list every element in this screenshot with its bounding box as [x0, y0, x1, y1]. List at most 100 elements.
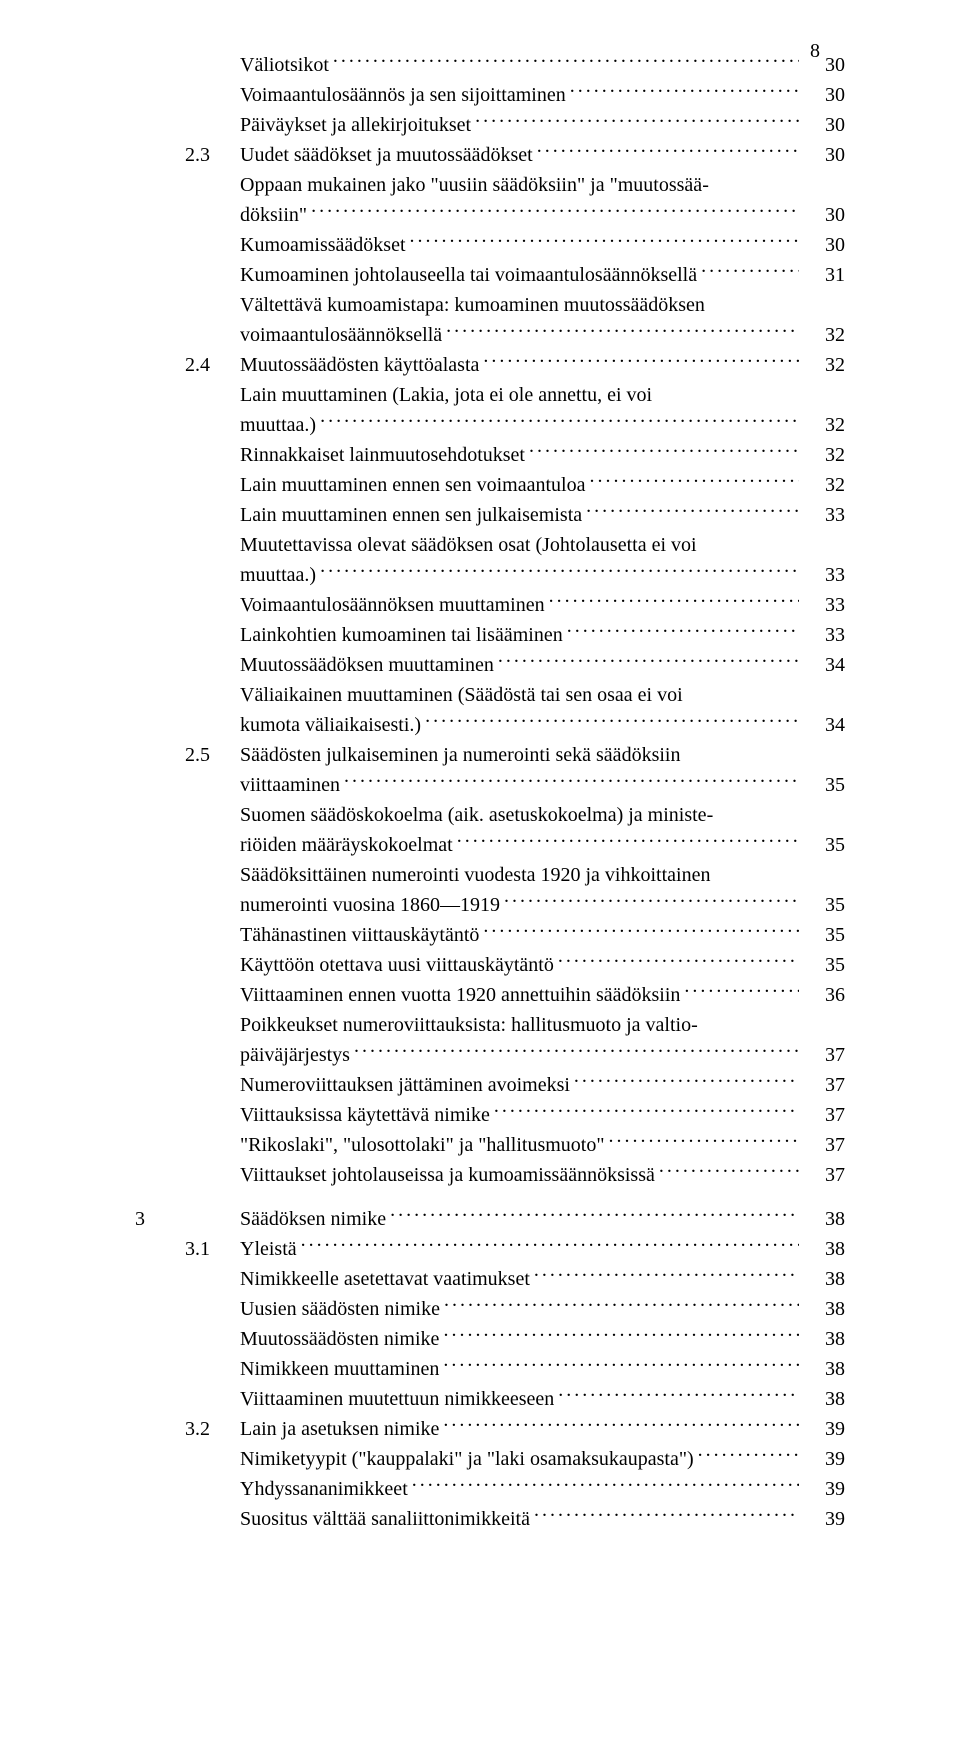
toc-leader-dots	[549, 591, 799, 611]
toc-page-number: 38	[803, 1354, 845, 1384]
toc-leader-dots	[567, 621, 799, 641]
toc-line: Nimiketyypit ("kauppalaki" ja "laki osam…	[135, 1444, 845, 1474]
toc-page-number: 33	[803, 620, 845, 650]
toc-line-wrap: Säädöksittäinen numerointi vuodesta 1920…	[135, 860, 845, 890]
toc-entry-text: päiväjärjestys	[240, 1040, 350, 1070]
toc-line-wrap: Vältettävä kumoamistapa: kumoaminen muut…	[135, 290, 845, 320]
toc-line: 3.1Yleistä38	[135, 1234, 845, 1264]
toc-line-wrap: Lain muuttaminen (Lakia, jota ei ole ann…	[135, 380, 845, 410]
toc-line-wrap: 2.5Säädösten julkaiseminen ja numerointi…	[135, 740, 845, 770]
toc-leader-dots	[504, 891, 799, 911]
toc-entry-text: Suomen säädöskokoelma (aik. asetuskokoel…	[240, 800, 803, 830]
toc-leader-dots	[529, 441, 799, 461]
toc-entry-text: Viittaukset johtolauseissa ja kumoamissä…	[240, 1160, 655, 1190]
toc-page-number: 38	[803, 1204, 845, 1234]
toc-line-wrap: Oppaan mukainen jako "uusiin säädöksiin"…	[135, 170, 845, 200]
toc-line: Uusien säädösten nimike38	[135, 1294, 845, 1324]
toc-leader-dots	[320, 411, 799, 431]
toc-page-number	[803, 800, 845, 830]
toc-chapter-number	[135, 740, 185, 770]
toc-entry-text: Päiväykset ja allekirjoitukset	[240, 110, 471, 140]
toc-section-number	[185, 680, 240, 710]
toc-leader-dots	[558, 951, 799, 971]
toc-section-number: 2.3	[185, 140, 240, 170]
toc-page-number: 38	[803, 1234, 845, 1264]
toc-leader-dots	[483, 921, 799, 941]
toc-line: Lain muuttaminen ennen sen voimaantuloa3…	[135, 470, 845, 500]
toc-page-number	[803, 380, 845, 410]
toc-page-number: 39	[803, 1444, 845, 1474]
toc-entry-text: Nimikkeelle asetettavat vaatimukset	[240, 1264, 530, 1294]
toc-leader-dots	[354, 1041, 799, 1061]
toc-page-number: 35	[803, 770, 845, 800]
toc-leader-dots	[609, 1131, 799, 1151]
toc-entry-text: voimaantulosäännöksellä	[240, 320, 442, 350]
toc-entry-text: Kumoamissäädökset	[240, 230, 406, 260]
toc-line: muuttaa.) 32	[135, 410, 845, 440]
toc-entry-text: Poikkeukset numeroviittauksista: hallitu…	[240, 1010, 803, 1040]
toc-page-number: 37	[803, 1040, 845, 1070]
toc-section-number	[185, 1010, 240, 1040]
toc-line: Muutossäädösten nimike38	[135, 1324, 845, 1354]
toc-leader-dots	[494, 1101, 799, 1121]
toc-chapter-number	[135, 380, 185, 410]
toc-entry-text: muuttaa.)	[240, 560, 316, 590]
toc-section-number	[185, 380, 240, 410]
toc-chapter-number	[135, 1010, 185, 1040]
toc-leader-dots	[444, 1295, 799, 1315]
toc-entry-text: Lain muuttaminen ennen sen voimaantuloa	[240, 470, 585, 500]
page-number: 8	[810, 40, 820, 63]
toc-page-number: 37	[803, 1160, 845, 1190]
toc-section-number	[185, 860, 240, 890]
toc-spacer	[135, 1190, 845, 1204]
toc-leader-dots	[475, 111, 799, 131]
toc-entry-text: Muutettavissa olevat säädöksen osat (Joh…	[240, 530, 803, 560]
toc-entry-text: Viittauksissa käytettävä nimike	[240, 1100, 490, 1130]
toc-page-number	[803, 290, 845, 320]
toc-line: Kumoaminen johtolauseella tai voimaantul…	[135, 260, 845, 290]
toc-page-number: 32	[803, 410, 845, 440]
toc-line: 3.2Lain ja asetuksen nimike39	[135, 1414, 845, 1444]
toc-page-number: 34	[803, 650, 845, 680]
toc-leader-dots	[311, 201, 799, 221]
toc-leader-dots	[301, 1235, 799, 1255]
toc-line: muuttaa.)33	[135, 560, 845, 590]
toc-entry-text: "Rikoslaki", "ulosottolaki" ja "hallitus…	[240, 1130, 605, 1160]
toc-line: kumota väliaikaisesti.)34	[135, 710, 845, 740]
toc-line: Väliotsikot30	[135, 50, 845, 80]
toc-line: Numeroviittauksen jättäminen avoimeksi37	[135, 1070, 845, 1100]
toc-line: numerointi vuosina 1860—191935	[135, 890, 845, 920]
table-of-contents: Väliotsikot30Voimaantulosäännös ja sen s…	[135, 50, 845, 1534]
toc-line: Viittaaminen ennen vuotta 1920 annettuih…	[135, 980, 845, 1010]
toc-page-number: 36	[803, 980, 845, 1010]
toc-leader-dots	[574, 1071, 799, 1091]
toc-entry-text: Oppaan mukainen jako "uusiin säädöksiin"…	[240, 170, 803, 200]
toc-entry-text: Vältettävä kumoamistapa: kumoaminen muut…	[240, 290, 803, 320]
toc-page-number: 37	[803, 1130, 845, 1160]
toc-leader-dots	[412, 1475, 799, 1495]
toc-leader-dots	[558, 1385, 799, 1405]
toc-page-number: 37	[803, 1100, 845, 1130]
toc-line: "Rikoslaki", "ulosottolaki" ja "hallitus…	[135, 1130, 845, 1160]
toc-section-number	[185, 800, 240, 830]
toc-leader-dots	[425, 711, 799, 731]
toc-entry-text: Rinnakkaiset lainmuutosehdotukset	[240, 440, 525, 470]
toc-leader-dots	[446, 321, 799, 341]
toc-chapter-number	[135, 860, 185, 890]
toc-leader-dots	[390, 1205, 799, 1225]
toc-entry-text: Numeroviittauksen jättäminen avoimeksi	[240, 1070, 570, 1100]
toc-line: Käyttöön otettava uusi viittauskäytäntö3…	[135, 950, 845, 980]
toc-line-wrap: Suomen säädöskokoelma (aik. asetuskokoel…	[135, 800, 845, 830]
toc-page-number: 30	[803, 80, 845, 110]
toc-entry-text: Väliotsikot	[240, 50, 329, 80]
toc-page-number: 38	[803, 1324, 845, 1354]
toc-entry-text: Uudet säädökset ja muutossäädökset	[240, 140, 533, 170]
toc-entry-text: muuttaa.)	[240, 410, 316, 440]
toc-leader-dots	[701, 261, 799, 281]
toc-line: voimaantulosäännöksellä32	[135, 320, 845, 350]
toc-page-number	[803, 1010, 845, 1040]
toc-entry-text: Nimiketyypit ("kauppalaki" ja "laki osam…	[240, 1444, 694, 1474]
toc-page-number: 38	[803, 1384, 845, 1414]
toc-entry-text: Voimaantulosäännös ja sen sijoittaminen	[240, 80, 566, 110]
toc-entry-text: Lain muuttaminen ennen sen julkaisemista	[240, 500, 582, 530]
